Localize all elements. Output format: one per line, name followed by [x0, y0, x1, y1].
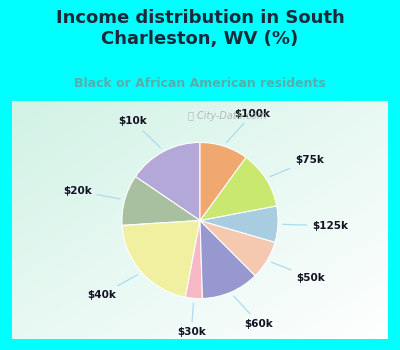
Text: $100k: $100k — [226, 108, 271, 142]
Text: $30k: $30k — [177, 303, 206, 337]
Text: $20k: $20k — [63, 186, 120, 199]
Wedge shape — [200, 220, 255, 299]
Text: Black or African American residents: Black or African American residents — [74, 77, 326, 90]
Text: ⓘ City-Data.com: ⓘ City-Data.com — [188, 111, 267, 121]
Text: $10k: $10k — [119, 116, 160, 148]
Text: Income distribution in South
Charleston, WV (%): Income distribution in South Charleston,… — [56, 9, 344, 48]
Text: $60k: $60k — [234, 296, 273, 329]
Wedge shape — [200, 158, 277, 220]
Wedge shape — [200, 206, 278, 242]
Wedge shape — [200, 142, 246, 220]
Wedge shape — [200, 220, 275, 276]
Wedge shape — [122, 177, 200, 225]
Text: $40k: $40k — [87, 275, 138, 300]
Text: $125k: $125k — [283, 221, 348, 231]
Text: $75k: $75k — [270, 155, 324, 177]
Wedge shape — [122, 220, 200, 297]
Wedge shape — [185, 220, 202, 299]
Text: $50k: $50k — [272, 262, 326, 283]
Wedge shape — [136, 142, 200, 220]
